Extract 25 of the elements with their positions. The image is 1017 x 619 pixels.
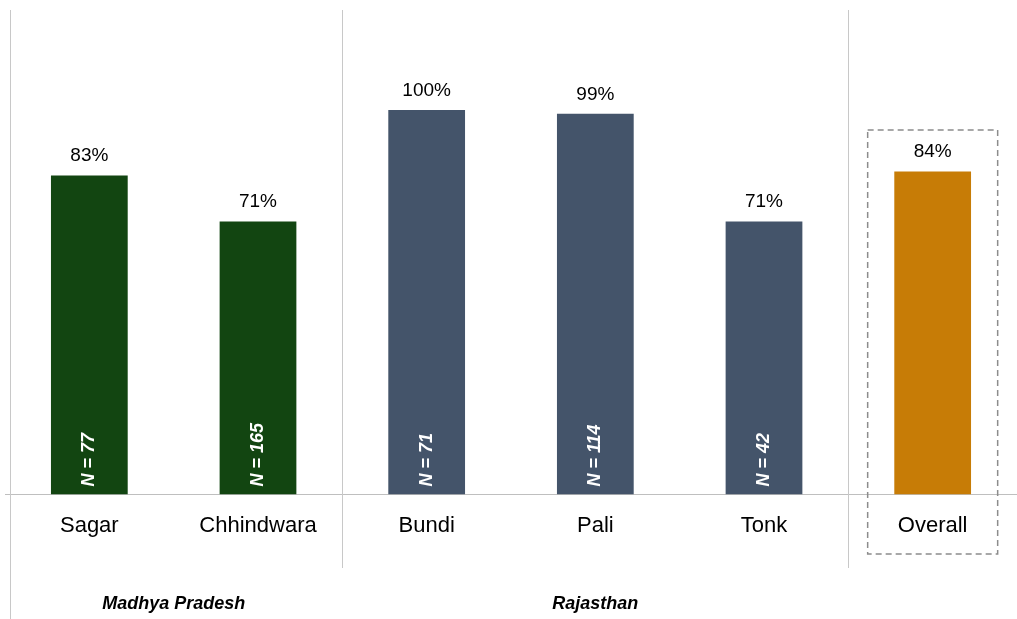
x-tick-label: Overall: [897, 511, 968, 537]
bar: [388, 110, 466, 495]
annotation: N = 114: [584, 424, 605, 487]
bar: [725, 221, 803, 495]
x-tick-label: Sagar: [59, 511, 119, 537]
data-label: 100%: [402, 78, 452, 100]
bar: [894, 171, 972, 495]
bar: [50, 175, 128, 495]
x-tick-label: Tonk: [740, 511, 789, 537]
text: Madhya Pradesh: [102, 592, 246, 613]
text: Rajasthan: [552, 592, 639, 613]
x-tick-label: Pali: [576, 511, 614, 537]
data-label: 83%: [70, 144, 109, 166]
annotation: N = 77: [78, 432, 99, 487]
annotation: N = 165: [246, 422, 267, 487]
annotation: N = 71: [415, 433, 436, 487]
bar: [556, 113, 634, 495]
annotation: N = 42: [752, 433, 773, 487]
data-label: 99%: [576, 82, 615, 104]
data-label: 84%: [913, 140, 952, 162]
x-tick-label: Bundi: [398, 511, 455, 537]
bar: [219, 221, 297, 495]
data-label: 71%: [238, 190, 278, 212]
data-label: 71%: [744, 190, 784, 212]
x-tick-label: Chhindwara: [199, 511, 318, 537]
